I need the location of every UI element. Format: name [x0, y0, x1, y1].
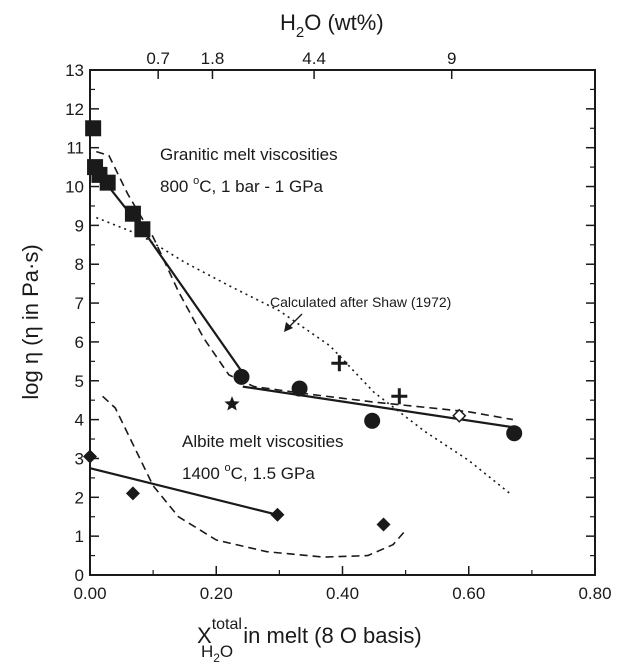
x-tick-label: 0.20 [200, 584, 233, 603]
line-albite-model [102, 395, 407, 558]
plus-marker [331, 355, 348, 372]
square-marker [85, 120, 102, 137]
x-axis-title: Xtotal H2O in melt (8 O basis) [197, 616, 422, 665]
circle-marker [291, 380, 308, 397]
y-tick-label: 0 [75, 566, 84, 585]
shaw-label: Calculated after Shaw (1972) [270, 294, 451, 310]
y-tick-label: 8 [75, 255, 84, 274]
x-tick-label: 0.40 [326, 584, 359, 603]
circle-marker [233, 368, 250, 385]
albite-conditions: 1400 oC, 1.5 GPa [182, 462, 315, 483]
y-tick-label: 13 [65, 61, 84, 80]
y-axis-title: log η (η in Pa·s) [18, 244, 43, 399]
top-axis-title: H2O (wt%) [280, 10, 384, 41]
circle-marker [364, 412, 381, 429]
y-tick-label: 9 [75, 216, 84, 235]
square-marker [124, 205, 141, 222]
diamond-marker [83, 449, 97, 464]
y-tick-label: 12 [65, 100, 84, 119]
y-tick-label: 1 [75, 527, 84, 546]
x-tick-label: 0.80 [578, 584, 611, 603]
x-tick-label: 0.00 [73, 584, 106, 603]
data-markers [83, 120, 523, 532]
square-marker [99, 174, 116, 191]
line-granitic-fit-1 [92, 166, 243, 372]
y-tick-label: 11 [66, 139, 84, 158]
y-tick-label: 2 [75, 488, 84, 507]
diamond-marker [270, 507, 285, 522]
y-tick-label: 5 [75, 372, 84, 391]
data-lines [89, 150, 515, 558]
circle-marker [506, 425, 523, 442]
granitic-conditions: 800 oC, 1 bar - 1 GPa [160, 175, 324, 196]
diamond-marker [125, 486, 140, 501]
shaw-arrow [284, 313, 303, 332]
top-tick-label: 1.8 [201, 49, 225, 68]
albite-title: Albite melt viscosities [182, 432, 344, 451]
granitic-title: Granitic melt viscosities [160, 145, 338, 164]
line-granitic-fit-2 [242, 385, 515, 429]
square-marker [134, 221, 151, 238]
line-shaw-model [96, 216, 511, 495]
y-tick-label: 4 [75, 411, 84, 430]
line-granitic-model [96, 150, 514, 421]
y-tick-label: 6 [75, 333, 84, 352]
top-tick-label: 0.7 [146, 49, 170, 68]
y-tick-label: 3 [75, 449, 84, 468]
star-marker [224, 396, 240, 411]
top-tick-label: 9 [447, 49, 456, 68]
plus-marker [391, 388, 408, 405]
diamond-marker [376, 517, 391, 532]
open-diamond-marker [452, 408, 467, 423]
line-albite-fit [89, 467, 278, 516]
top-tick-label: 4.4 [302, 49, 326, 68]
y-tick-label: 10 [65, 178, 84, 197]
x-tick-label: 0.60 [452, 584, 485, 603]
y-tick-label: 7 [75, 294, 84, 313]
